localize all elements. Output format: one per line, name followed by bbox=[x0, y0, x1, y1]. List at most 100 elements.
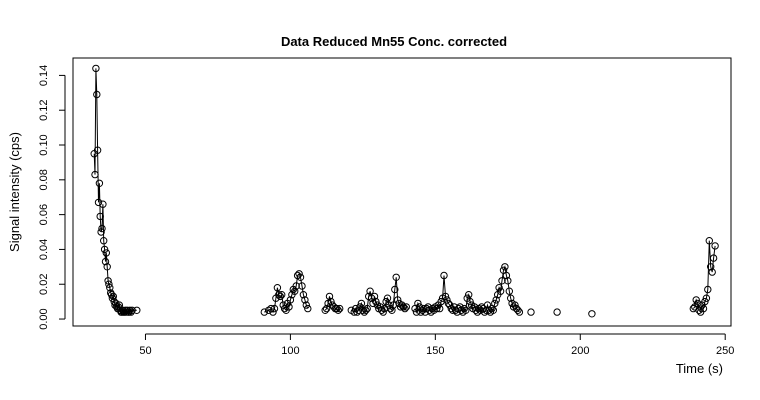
data-point bbox=[707, 263, 715, 271]
data-point bbox=[504, 277, 512, 285]
data-point bbox=[362, 306, 370, 314]
data-point bbox=[107, 291, 116, 299]
data-point bbox=[336, 304, 344, 313]
x-tick-label: 200 bbox=[571, 345, 589, 357]
data-point bbox=[109, 292, 118, 301]
series-line bbox=[93, 68, 716, 314]
data-point bbox=[285, 303, 293, 311]
data-point bbox=[402, 303, 410, 311]
series-layer bbox=[90, 64, 719, 318]
data-point bbox=[96, 212, 104, 221]
x-axis: 50 100 150 200 250 bbox=[139, 333, 734, 357]
data-point bbox=[505, 287, 513, 295]
y-axis-label: Signal intensity (cps) bbox=[7, 132, 22, 252]
data-point bbox=[126, 306, 134, 314]
data-point bbox=[325, 292, 334, 301]
data-point bbox=[292, 282, 300, 290]
data-point bbox=[295, 270, 303, 278]
data-point bbox=[496, 287, 505, 295]
data-point bbox=[370, 292, 379, 301]
y-tick-label: 0.06 bbox=[38, 204, 50, 225]
data-point bbox=[440, 271, 448, 280]
data-point bbox=[553, 308, 561, 316]
data-point bbox=[465, 291, 473, 299]
y-tick-label: 0.02 bbox=[38, 274, 50, 295]
data-point bbox=[498, 277, 506, 285]
x-axis-label: Time (s) bbox=[676, 361, 723, 376]
data-point bbox=[275, 291, 283, 299]
data-point bbox=[705, 237, 713, 245]
data-point bbox=[100, 237, 108, 245]
data-point bbox=[527, 308, 535, 316]
data-point bbox=[298, 282, 306, 290]
data-point bbox=[436, 304, 444, 313]
data-point bbox=[396, 303, 405, 311]
data-point bbox=[391, 285, 399, 294]
data-point bbox=[100, 245, 109, 254]
data-point bbox=[91, 170, 99, 179]
data-point bbox=[269, 308, 277, 316]
data-point bbox=[350, 308, 358, 316]
data-point bbox=[291, 287, 299, 295]
data-point bbox=[507, 294, 515, 302]
data-point bbox=[101, 257, 110, 266]
data-point bbox=[372, 297, 380, 306]
data-point bbox=[492, 296, 500, 304]
data-point bbox=[273, 284, 282, 292]
y-tick-label: 0.14 bbox=[38, 65, 50, 86]
data-point bbox=[460, 304, 468, 313]
data-point bbox=[95, 179, 104, 188]
data-point bbox=[702, 294, 711, 302]
data-point bbox=[278, 291, 286, 299]
data-point bbox=[383, 294, 392, 302]
data-point bbox=[704, 285, 712, 294]
chart-title: Data Reduced Mn55 Conc. corrected bbox=[281, 34, 507, 49]
data-point bbox=[379, 308, 387, 316]
data-point bbox=[97, 228, 105, 236]
data-point bbox=[299, 291, 308, 299]
data-point bbox=[260, 308, 268, 316]
data-point bbox=[514, 306, 522, 314]
data-point bbox=[692, 296, 700, 304]
x-tick-label: 150 bbox=[426, 345, 444, 357]
data-point bbox=[694, 299, 702, 308]
data-point bbox=[401, 304, 409, 313]
x-tick-label: 50 bbox=[139, 345, 151, 357]
data-point bbox=[270, 304, 279, 313]
plot-frame bbox=[72, 57, 732, 327]
data-point bbox=[334, 306, 342, 314]
data-point bbox=[502, 271, 511, 280]
data-point bbox=[483, 301, 492, 309]
data-point bbox=[301, 296, 309, 304]
data-point bbox=[588, 310, 596, 318]
data-point bbox=[302, 301, 310, 309]
y-tick-label: 0.00 bbox=[38, 308, 50, 329]
data-point bbox=[414, 299, 422, 308]
data-point bbox=[102, 249, 111, 257]
data-point bbox=[480, 308, 489, 316]
data-point bbox=[392, 273, 400, 281]
data-point bbox=[462, 306, 470, 314]
data-point bbox=[133, 306, 141, 314]
data-point bbox=[92, 64, 100, 73]
data-point bbox=[363, 304, 371, 313]
data-point bbox=[501, 263, 509, 271]
data-point bbox=[491, 299, 499, 308]
data-point bbox=[115, 301, 124, 309]
y-tick-label: 0.10 bbox=[38, 134, 50, 155]
data-point bbox=[399, 303, 408, 311]
data-point bbox=[128, 306, 136, 314]
data-point bbox=[441, 292, 450, 301]
y-tick-label: 0.04 bbox=[38, 239, 50, 260]
data-point bbox=[359, 306, 367, 314]
data-point bbox=[711, 242, 719, 250]
data-point bbox=[466, 297, 474, 306]
data-point bbox=[286, 296, 295, 304]
y-axis: 0.00 0.02 0.04 0.06 0.08 0.10 0.12 0.14 bbox=[38, 65, 66, 330]
data-point bbox=[495, 284, 503, 292]
data-point bbox=[94, 198, 103, 207]
data-point bbox=[322, 304, 331, 313]
data-point bbox=[103, 263, 111, 271]
data-point bbox=[699, 304, 708, 313]
